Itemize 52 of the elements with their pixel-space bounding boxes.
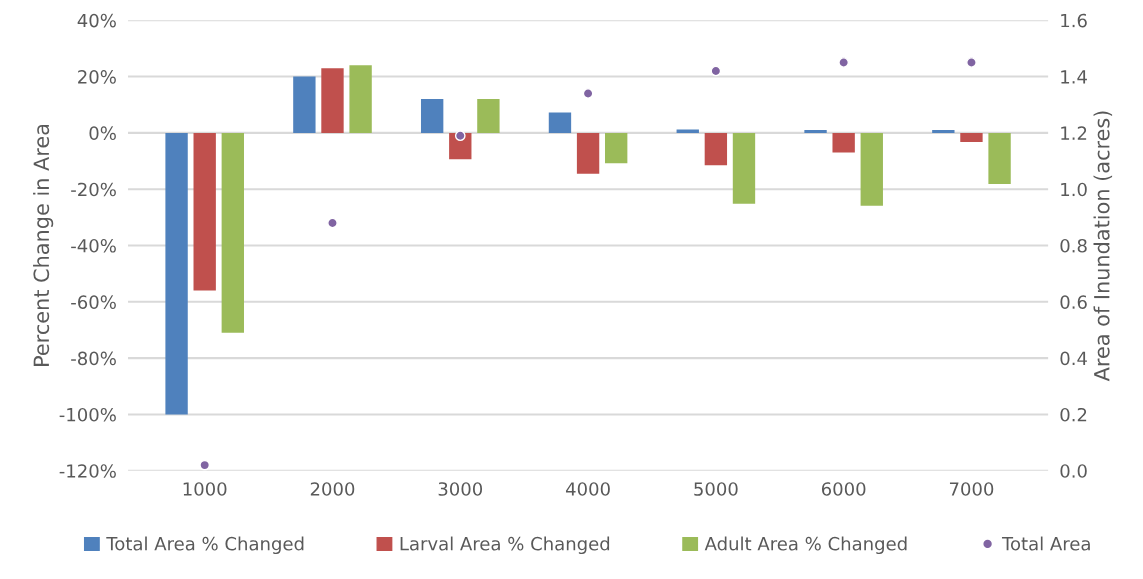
bar bbox=[477, 99, 500, 133]
y2-tick-label: 1.2 bbox=[1061, 126, 1087, 140]
bar bbox=[605, 132, 628, 164]
x-tick-label: 4000 bbox=[565, 482, 610, 496]
y2-tick-label: 0.2 bbox=[1060, 407, 1087, 422]
bar bbox=[193, 132, 216, 291]
y-tick-label: -60% bbox=[71, 295, 116, 309]
y2-tick-label: 0.4 bbox=[1060, 351, 1087, 366]
point bbox=[454, 130, 466, 142]
bar bbox=[988, 132, 1011, 185]
y2-tick-label: 0.6 bbox=[1060, 295, 1087, 309]
bar bbox=[704, 132, 728, 166]
x-tick-label: 7000 bbox=[949, 482, 994, 496]
y-axis-title: Percent Change in Area bbox=[33, 124, 54, 366]
y-tick-label: -120% bbox=[59, 464, 116, 478]
bar bbox=[832, 132, 855, 153]
y2-tick-label: 0.8 bbox=[1060, 238, 1087, 253]
y2-axis-title: Area of Inundation (acres) bbox=[1093, 111, 1113, 382]
bar bbox=[732, 132, 756, 204]
bar bbox=[576, 132, 600, 174]
bar bbox=[420, 99, 444, 133]
y-tick-label: -100% bbox=[59, 407, 116, 422]
y-tick-label: 20% bbox=[78, 70, 116, 84]
x-tick-label: 3000 bbox=[438, 482, 483, 496]
bar bbox=[321, 68, 344, 133]
legend-label: Total Area % Changed bbox=[106, 536, 304, 554]
y2-tick-label: 1.0 bbox=[1061, 182, 1087, 197]
bar bbox=[860, 132, 883, 206]
y-tick-label: -20% bbox=[71, 182, 116, 197]
y-tick-label: 40% bbox=[77, 13, 116, 28]
y2-tick-label: 1.6 bbox=[1061, 13, 1087, 28]
bar bbox=[932, 130, 955, 133]
y-tick-label: -80% bbox=[71, 351, 116, 366]
legend-label: Larval Area % Changed bbox=[400, 536, 610, 554]
legend-label: Adult Area % Changed bbox=[704, 536, 907, 554]
y2-tick-label: 1.4 bbox=[1061, 70, 1087, 84]
bar bbox=[221, 132, 244, 333]
bar bbox=[548, 112, 572, 133]
x-tick-label: 2000 bbox=[310, 482, 355, 496]
bar bbox=[960, 132, 983, 142]
legend-label: Total Area bbox=[1001, 536, 1090, 551]
x-tick-label: 5000 bbox=[694, 482, 738, 496]
y2-tick-label: 0.0 bbox=[1060, 464, 1087, 478]
y-tick-label: -40% bbox=[71, 238, 116, 253]
y-tick-label: 0% bbox=[89, 126, 116, 140]
bar bbox=[165, 132, 188, 415]
bar bbox=[293, 76, 316, 133]
bar bbox=[349, 65, 372, 133]
point bbox=[966, 57, 977, 68]
bar bbox=[804, 130, 827, 133]
x-tick-label: 6000 bbox=[821, 482, 866, 496]
x-tick-label: 1000 bbox=[183, 482, 227, 496]
